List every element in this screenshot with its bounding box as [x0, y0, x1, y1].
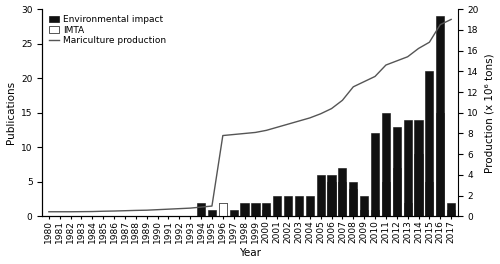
Bar — [382, 182, 390, 216]
Bar — [252, 202, 260, 216]
Bar — [197, 202, 205, 216]
Mariculture production — [230, 133, 236, 136]
Bar — [230, 210, 238, 216]
Legend: Environmental impact, IMTA, Mariculture production: Environmental impact, IMTA, Mariculture … — [47, 13, 168, 47]
Mariculture production — [416, 47, 422, 50]
Line: Mariculture production: Mariculture production — [49, 20, 451, 212]
Mariculture production — [209, 204, 215, 208]
Mariculture production — [78, 210, 84, 213]
Mariculture production — [264, 129, 270, 132]
Bar — [447, 210, 455, 216]
Bar — [404, 202, 411, 216]
Mariculture production — [252, 131, 258, 134]
Bar — [371, 210, 379, 216]
Bar — [349, 189, 358, 216]
X-axis label: Year: Year — [239, 248, 261, 258]
Bar — [306, 196, 314, 216]
Mariculture production — [274, 126, 280, 129]
Mariculture production — [340, 99, 345, 102]
Bar — [426, 182, 434, 216]
Bar — [382, 113, 390, 216]
Mariculture production — [56, 210, 62, 213]
Bar — [218, 202, 227, 216]
Bar — [262, 210, 270, 216]
Mariculture production — [328, 107, 334, 110]
Bar — [414, 154, 422, 216]
Bar — [404, 120, 411, 216]
Bar — [328, 175, 336, 216]
Bar — [240, 202, 248, 216]
Mariculture production — [198, 205, 204, 209]
Mariculture production — [166, 208, 172, 211]
Mariculture production — [133, 209, 139, 212]
Mariculture production — [404, 55, 410, 58]
Mariculture production — [144, 209, 150, 212]
Mariculture production — [285, 122, 291, 126]
Mariculture production — [426, 41, 432, 44]
Bar — [262, 202, 270, 216]
Bar — [371, 134, 379, 216]
Bar — [328, 182, 336, 216]
Bar — [316, 175, 324, 216]
Bar — [273, 196, 281, 216]
Bar — [392, 168, 401, 216]
Bar — [218, 202, 227, 216]
Bar — [338, 168, 346, 216]
Bar — [360, 210, 368, 216]
Bar — [208, 210, 216, 216]
Bar — [338, 182, 346, 216]
Bar — [284, 196, 292, 216]
Mariculture production — [350, 85, 356, 88]
Mariculture production — [307, 116, 313, 120]
Y-axis label: Publications: Publications — [6, 81, 16, 144]
Mariculture production — [383, 63, 389, 67]
Mariculture production — [100, 210, 106, 213]
Bar — [349, 182, 358, 216]
Mariculture production — [154, 208, 160, 211]
Bar — [295, 196, 303, 216]
Y-axis label: Production (x 10⁶ tons): Production (x 10⁶ tons) — [484, 53, 494, 173]
Mariculture production — [111, 209, 117, 213]
Mariculture production — [122, 209, 128, 212]
Mariculture production — [296, 119, 302, 122]
Mariculture production — [90, 210, 96, 213]
Mariculture production — [176, 207, 182, 210]
Mariculture production — [394, 59, 400, 63]
Bar — [392, 126, 401, 216]
Bar — [436, 16, 444, 216]
Mariculture production — [448, 18, 454, 21]
Mariculture production — [361, 80, 367, 83]
Bar — [426, 71, 434, 216]
Bar — [436, 113, 444, 216]
Bar — [360, 196, 368, 216]
Mariculture production — [438, 23, 444, 26]
Mariculture production — [318, 112, 324, 115]
Bar — [447, 202, 455, 216]
Mariculture production — [220, 134, 226, 137]
Bar — [414, 120, 422, 216]
Mariculture production — [68, 210, 73, 213]
Mariculture production — [242, 132, 248, 135]
Mariculture production — [372, 75, 378, 78]
Mariculture production — [46, 210, 52, 213]
Mariculture production — [187, 206, 193, 210]
